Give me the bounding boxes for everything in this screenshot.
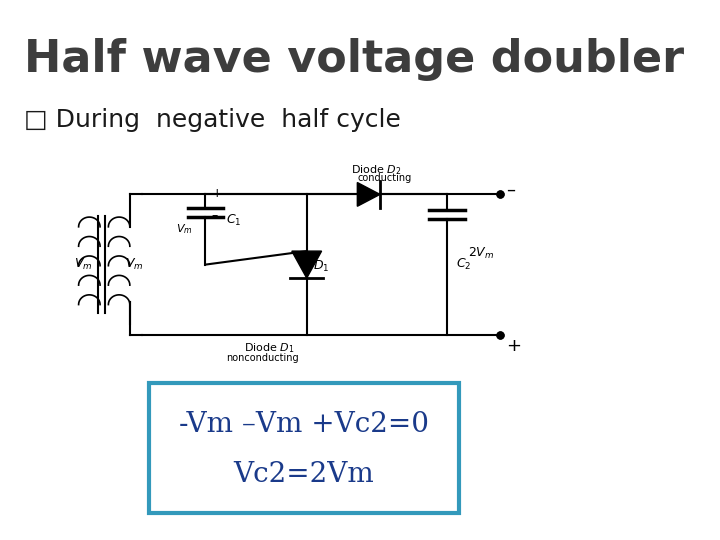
Text: Diode $D_1$: Diode $D_1$ (244, 341, 295, 355)
Text: Half wave voltage doubler: Half wave voltage doubler (24, 38, 684, 81)
Text: □ During  negative  half cycle: □ During negative half cycle (24, 108, 401, 132)
Text: $C_2$: $C_2$ (456, 257, 471, 272)
Text: conducting: conducting (357, 173, 412, 183)
Text: Vc2=2Vm: Vc2=2Vm (233, 461, 374, 488)
Text: $D_1$: $D_1$ (312, 259, 329, 274)
Text: –: – (506, 181, 516, 199)
Text: -Vm –Vm +Vc2=0: -Vm –Vm +Vc2=0 (179, 411, 428, 438)
Text: $V_{m}$: $V_{m}$ (74, 257, 93, 272)
Text: +: + (212, 187, 222, 200)
Text: $V_{m}$: $V_{m}$ (125, 257, 143, 272)
FancyBboxPatch shape (149, 383, 459, 513)
Text: $V_{m}$: $V_{m}$ (176, 222, 192, 237)
Text: $2V_m$: $2V_m$ (467, 246, 494, 261)
Polygon shape (292, 251, 322, 278)
Polygon shape (357, 183, 380, 206)
Text: $C_1$: $C_1$ (226, 213, 242, 228)
Text: Diode $D_2$: Diode $D_2$ (351, 163, 402, 177)
Text: nonconducting: nonconducting (226, 353, 299, 363)
Text: –: – (212, 208, 217, 222)
Text: +: + (506, 336, 521, 355)
